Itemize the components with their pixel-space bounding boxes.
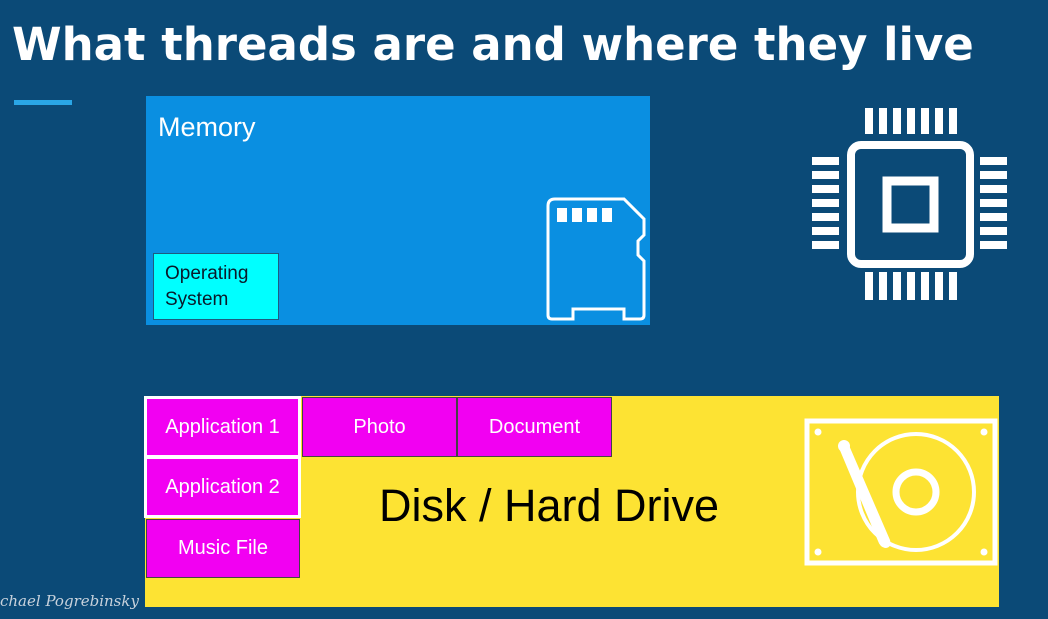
- slide-title: What threads are and where they live: [12, 18, 974, 71]
- cpu-chip-icon: [812, 108, 1007, 300]
- author-watermark: chael Pogrebinsky: [0, 592, 139, 610]
- document-label: Document: [488, 415, 581, 438]
- application-1-label: Application 1: [165, 415, 280, 438]
- operating-system-box: Operating System: [153, 253, 279, 320]
- memory-label: Memory: [158, 112, 256, 142]
- music-file-block: Music File: [146, 519, 300, 578]
- memory-box: Memory Operating System: [146, 96, 650, 325]
- hard-drive-icon: [804, 418, 998, 566]
- disk-label: Disk / Hard Drive: [379, 480, 720, 531]
- title-underline: [14, 100, 72, 105]
- sd-card-icon: [546, 197, 646, 321]
- music-file-label: Music File: [177, 537, 268, 559]
- document-block: Document: [457, 397, 612, 457]
- application-2-label: Application 2: [165, 475, 280, 498]
- application-2-block: Application 2: [144, 456, 301, 518]
- photo-label: Photo: [353, 415, 406, 438]
- operating-system-label-line2: System: [165, 289, 229, 310]
- photo-block: Photo: [302, 397, 457, 457]
- application-1-block: Application 1: [144, 396, 301, 458]
- operating-system-label-line1: Operating: [165, 263, 249, 284]
